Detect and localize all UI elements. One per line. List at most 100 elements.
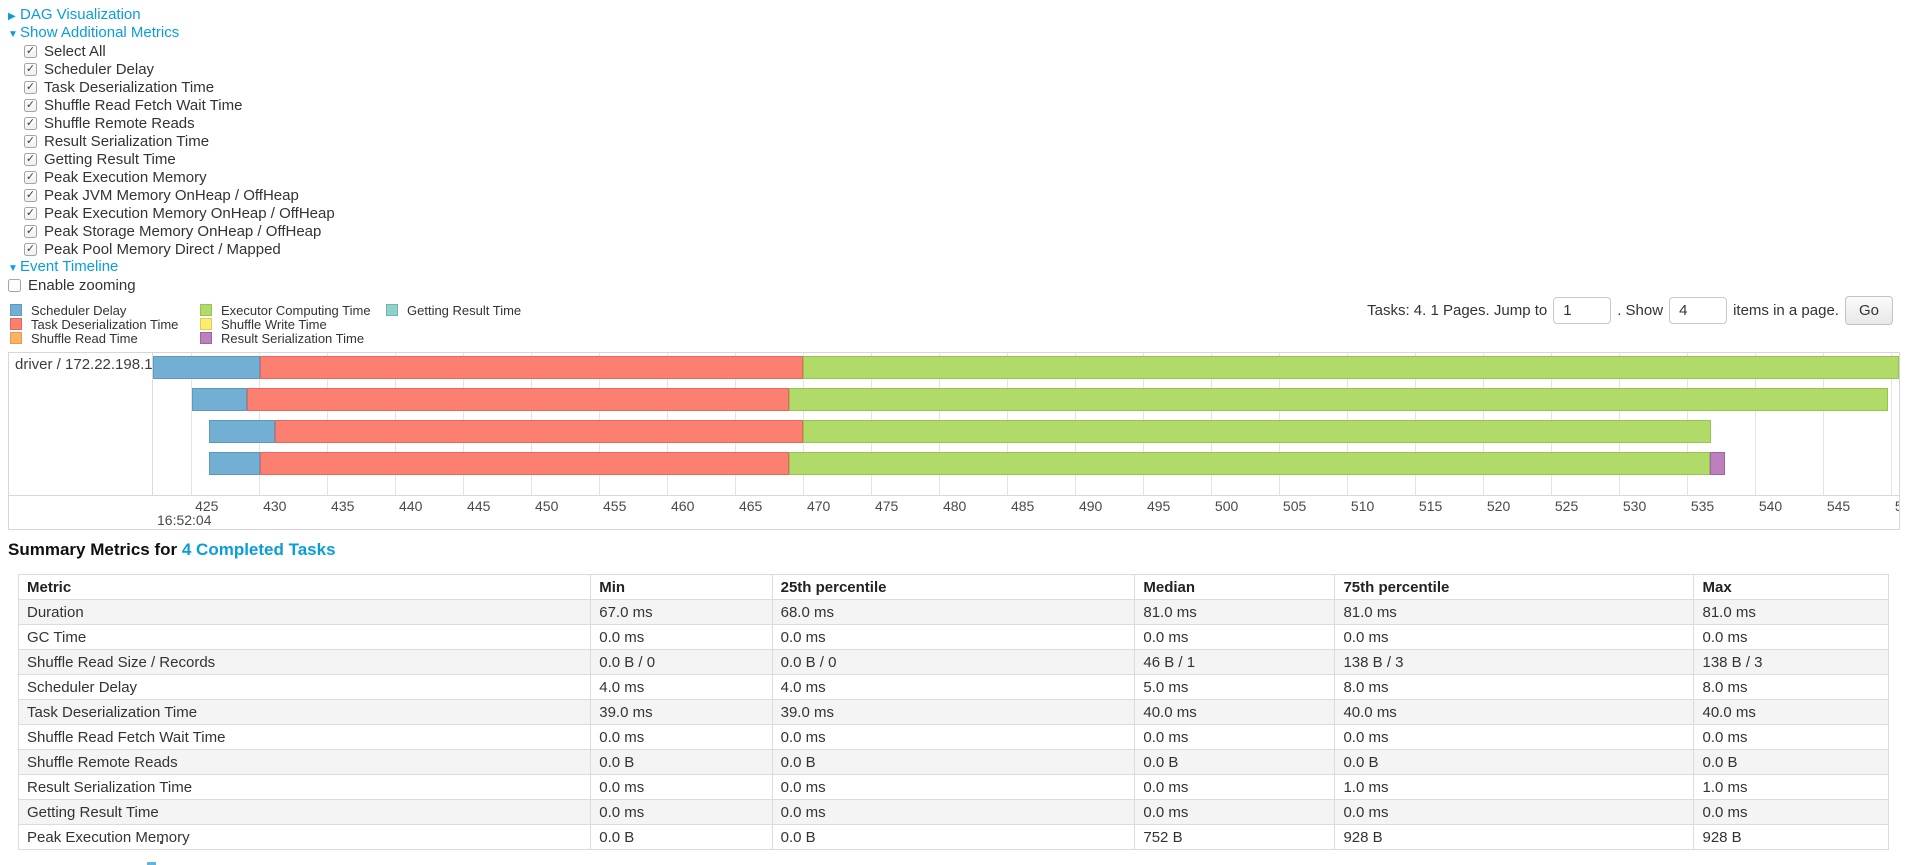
table-row-shuffle-remote-reads: Shuffle Remote Reads 0.0 B 0.0 B 0.0 B 0.0 B… <box>17 749 1889 775</box>
checkbox-select-all[interactable]: ✓ <box>24 44 37 58</box>
checkbox-label: Peak Execution Memory <box>44 168 207 186</box>
jump-to-page-input[interactable] <box>1553 296 1612 324</box>
table-row-duration: Duration 67.0 ms 68.0 ms 81.0 ms 81.0 ms 81.0… <box>17 599 1889 625</box>
checkbox-getting-result-time[interactable]: ✓ <box>24 152 37 166</box>
checkbox-result-serialization-time[interactable]: ✓ <box>24 134 37 148</box>
task-bar-segment-task_deserialization[interactable] <box>246 388 790 411</box>
checkbox-label: Task Deserialization Time <box>44 78 215 96</box>
table-row-task-deserialization-time: Task Deserialization Time 39.0 ms 39.0 ms 4… <box>17 699 1889 725</box>
task-bar-segment-executor_computing[interactable] <box>789 388 1889 411</box>
axis-tick-label: 520 <box>1486 498 1511 514</box>
checkbox-row-result-serialization-time: ✓ Result Serialization Time <box>24 132 335 150</box>
metric-value-cell: 0.0 ms <box>1134 624 1336 650</box>
checkbox-label: Peak Storage Memory OnHeap / OffHeap <box>44 222 322 240</box>
task-bar-segment-executor_computing[interactable] <box>802 420 1712 443</box>
metric-value-cell: 81.0 ms <box>1693 599 1889 625</box>
completed-tasks-link[interactable]: 4 Completed Tasks <box>181 540 336 559</box>
axis-tick-label: 460 <box>671 498 695 514</box>
axis-tick-label: 470 <box>806 498 831 514</box>
task-bar-segment-scheduler_delay[interactable] <box>153 356 261 379</box>
table-row-shuffle-read-size-records: Shuffle Read Size / Records 0.0 B / 0 0.0 … <box>17 649 1889 675</box>
metric-name-cell: Result Serialization Time <box>17 774 592 800</box>
axis-tick-label: 445 <box>467 498 491 514</box>
legend-item-task-deserialization-time: Task Deserialization Time <box>10 317 178 332</box>
checkbox-peak-execution-memory-onheap-offheap[interactable]: ✓ <box>24 206 37 220</box>
task-bar-segment-task_deserialization[interactable] <box>260 356 803 379</box>
expanded-arrow-icon: ▼ <box>8 29 18 40</box>
checkbox-row-peak-jvm-memory-onheap-offheap: ✓ Peak JVM Memory OnHeap / OffHeap <box>24 186 335 204</box>
axis-tick-label: 505 <box>1282 498 1307 514</box>
checkbox-label: Peak Execution Memory OnHeap / OffHeap <box>44 204 335 222</box>
task-bar-segment-executor_computing[interactable] <box>789 452 1710 475</box>
task-bar-segment-scheduler_delay[interactable] <box>208 452 261 475</box>
metric-value-cell: 0.0 ms <box>1693 724 1889 750</box>
checkbox-peak-jvm-memory-onheap-offheap[interactable]: ✓ <box>24 188 37 202</box>
metric-name-cell: GC Time <box>17 624 592 650</box>
legend-item-executor-computing-time: Executor Computing Time <box>200 302 371 318</box>
checkbox-row-select-all: ✓ Select All <box>24 42 335 60</box>
task-pagination: Tasks: 4. 1 Pages. Jump to . Show items … <box>1367 294 1893 326</box>
checkbox-shuffle-remote-reads[interactable]: ✓ <box>24 116 37 130</box>
checkbox-shuffle-read-fetch-wait-time[interactable]: ✓ <box>24 98 37 112</box>
metric-value-cell: 0.0 B <box>1134 749 1336 775</box>
enable-zooming-checkbox[interactable] <box>8 278 21 292</box>
dag-visualization-label: DAG Visualization <box>20 6 141 23</box>
metric-value-cell: 40.0 ms <box>1134 699 1336 725</box>
metric-value-cell: 138 B / 3 <box>1334 649 1695 675</box>
metric-value-cell: 4.0 ms <box>590 674 773 700</box>
metric-value-cell: 39.0 ms <box>590 699 773 725</box>
axis-tick-label: 490 <box>1078 498 1103 514</box>
metric-name-cell: Shuffle Read Fetch Wait Time <box>17 724 592 750</box>
checkbox-label: Scheduler Delay <box>44 60 155 78</box>
axis-tick-label: 515 <box>1418 498 1443 514</box>
task-bar-segment-scheduler_delay[interactable] <box>192 388 247 411</box>
legend-label: Executor Computing Time <box>221 302 371 318</box>
items-per-page-input[interactable] <box>1669 296 1728 324</box>
event-timeline-chart: driver / 172.22.198.104 16:52:04 425 430 4… <box>8 352 1900 530</box>
metric-name-cell: Duration <box>17 599 592 625</box>
checkbox-peak-pool-memory-direct-mapped[interactable]: ✓ <box>24 242 37 256</box>
metric-value-cell: 752 B <box>1134 824 1336 850</box>
stage-controls: ▶ DAG Visualization ▼ Show Additional Metr… <box>8 6 335 294</box>
dag-visualization-toggle[interactable]: ▶ DAG Visualization <box>8 6 335 24</box>
checkbox-scheduler-delay[interactable]: ✓ <box>24 62 37 76</box>
task-bar-segment-task_deserialization[interactable] <box>260 452 790 475</box>
timeline-axis: 16:52:04 425 430 435 440 445 450 455 460 465 470 4… <box>153 496 1899 529</box>
metric-value-cell: 68.0 ms <box>771 599 1136 625</box>
legend-swatch-icon <box>200 304 212 316</box>
axis-tick-label: 530 <box>1622 498 1647 514</box>
pagination-prefix-text: Tasks: 4. 1 Pages. Jump to <box>1367 301 1548 319</box>
checkbox-row-task-deserialization-time: ✓ Task Deserialization Time <box>24 78 335 96</box>
legend-item-scheduler-delay: Scheduler Delay <box>10 303 178 318</box>
legend-column: Executor Computing Time Shuffle Write Tim… <box>200 302 371 346</box>
task-bar-segment-task_deserialization[interactable] <box>275 420 803 443</box>
legend-swatch-icon <box>10 332 22 344</box>
event-timeline-toggle[interactable]: ▼ Event Timeline <box>8 258 335 276</box>
metric-value-cell: 0.0 ms <box>1334 724 1695 750</box>
metric-value-cell: 67.0 ms <box>590 599 773 625</box>
metric-value-cell: 0.0 ms <box>1134 799 1336 825</box>
table-row-getting-result-time: Getting Result Time 0.0 ms 0.0 ms 0.0 ms 0.0… <box>17 799 1889 825</box>
task-bar-segment-result_serialization[interactable] <box>1709 452 1725 475</box>
go-button[interactable]: Go <box>1844 295 1893 325</box>
legend-swatch-icon <box>10 318 22 330</box>
axis-tick-label: 440 <box>399 498 423 514</box>
checkbox-peak-execution-memory[interactable]: ✓ <box>24 170 37 184</box>
checkbox-peak-storage-memory-onheap-offheap[interactable]: ✓ <box>24 224 37 238</box>
axis-major-time-label: 16:52:04 <box>157 512 212 528</box>
legend-label: Getting Result Time <box>407 302 522 318</box>
legend-item-shuffle-read-time: Shuffle Read Time <box>10 331 178 346</box>
checkbox-row-peak-pool-memory-direct-mapped: ✓ Peak Pool Memory Direct / Mapped <box>24 240 335 258</box>
metric-value-cell: 0.0 ms <box>1693 624 1889 650</box>
column-header-max: Max <box>1693 574 1889 600</box>
metric-value-cell: 0.0 ms <box>771 624 1136 650</box>
axis-tick-label: 455 <box>603 498 627 514</box>
show-additional-metrics-toggle[interactable]: ▼ Show Additional Metrics <box>8 24 335 42</box>
checkbox-row-getting-result-time: ✓ Getting Result Time <box>24 150 335 168</box>
checkbox-row-shuffle-read-fetch-wait-time: ✓ Shuffle Read Fetch Wait Time <box>24 96 335 114</box>
task-bar-segment-executor_computing[interactable] <box>802 356 1899 379</box>
legend-label: Result Serialization Time <box>221 330 365 346</box>
collapsed-arrow-icon: ▶ <box>8 11 16 22</box>
task-bar-segment-scheduler_delay[interactable] <box>208 420 276 443</box>
checkbox-task-deserialization-time[interactable]: ✓ <box>24 80 37 94</box>
